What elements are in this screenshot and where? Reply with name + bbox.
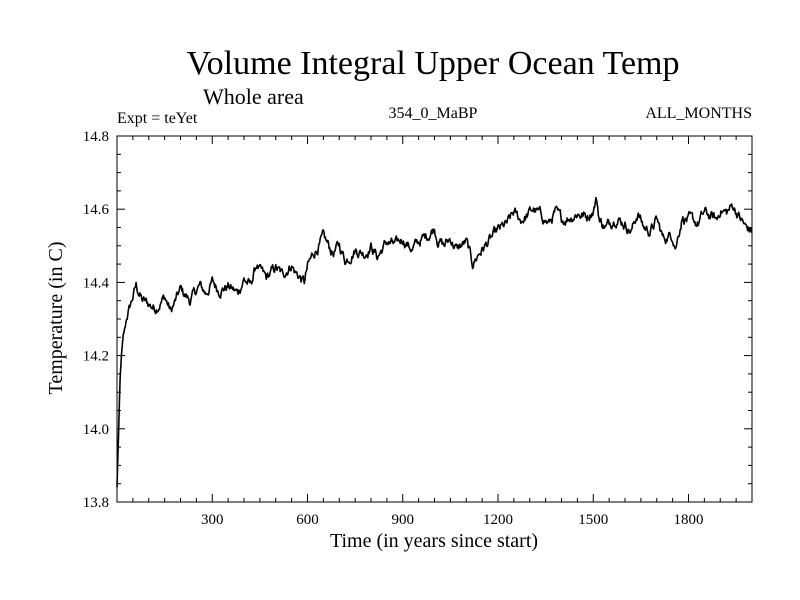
y-tick-label: 14.8	[83, 129, 109, 145]
y-tick-label: 14.4	[83, 275, 110, 291]
x-axis-label: Time (in years since start)	[330, 530, 538, 552]
y-tick-label: 14.6	[83, 202, 110, 218]
annotation-experiment: Expt = teYet	[117, 110, 198, 127]
y-tick-label: 14.0	[83, 422, 109, 438]
x-tick-label: 300	[201, 512, 224, 528]
chart-title: Volume Integral Upper Ocean Temp	[187, 45, 680, 82]
x-axis-ticks: 300 600 900 1200 1500 1800	[132, 136, 737, 528]
x-tick-label: 900	[392, 512, 415, 528]
y-tick-label: 13.8	[83, 495, 109, 511]
x-tick-label: 1500	[578, 512, 608, 528]
y-axis-label: Temperature (in C)	[45, 242, 67, 395]
annotation-months: ALL_MONTHS	[645, 105, 752, 122]
series-layer	[116, 196, 753, 488]
x-tick-label: 600	[296, 512, 319, 528]
x-tick-label: 1200	[483, 512, 513, 528]
y-axis-ticks: 13.8 14.0 14.2 14.4 14.6 14.8	[83, 129, 752, 511]
annotation-period: 354_0_MaBP	[389, 105, 478, 122]
x-tick-label: 1800	[674, 512, 704, 528]
series-line	[116, 196, 753, 488]
chart-subtitle: Whole area	[203, 84, 304, 109]
y-tick-label: 14.2	[83, 349, 109, 365]
plot-frame	[116, 135, 753, 503]
